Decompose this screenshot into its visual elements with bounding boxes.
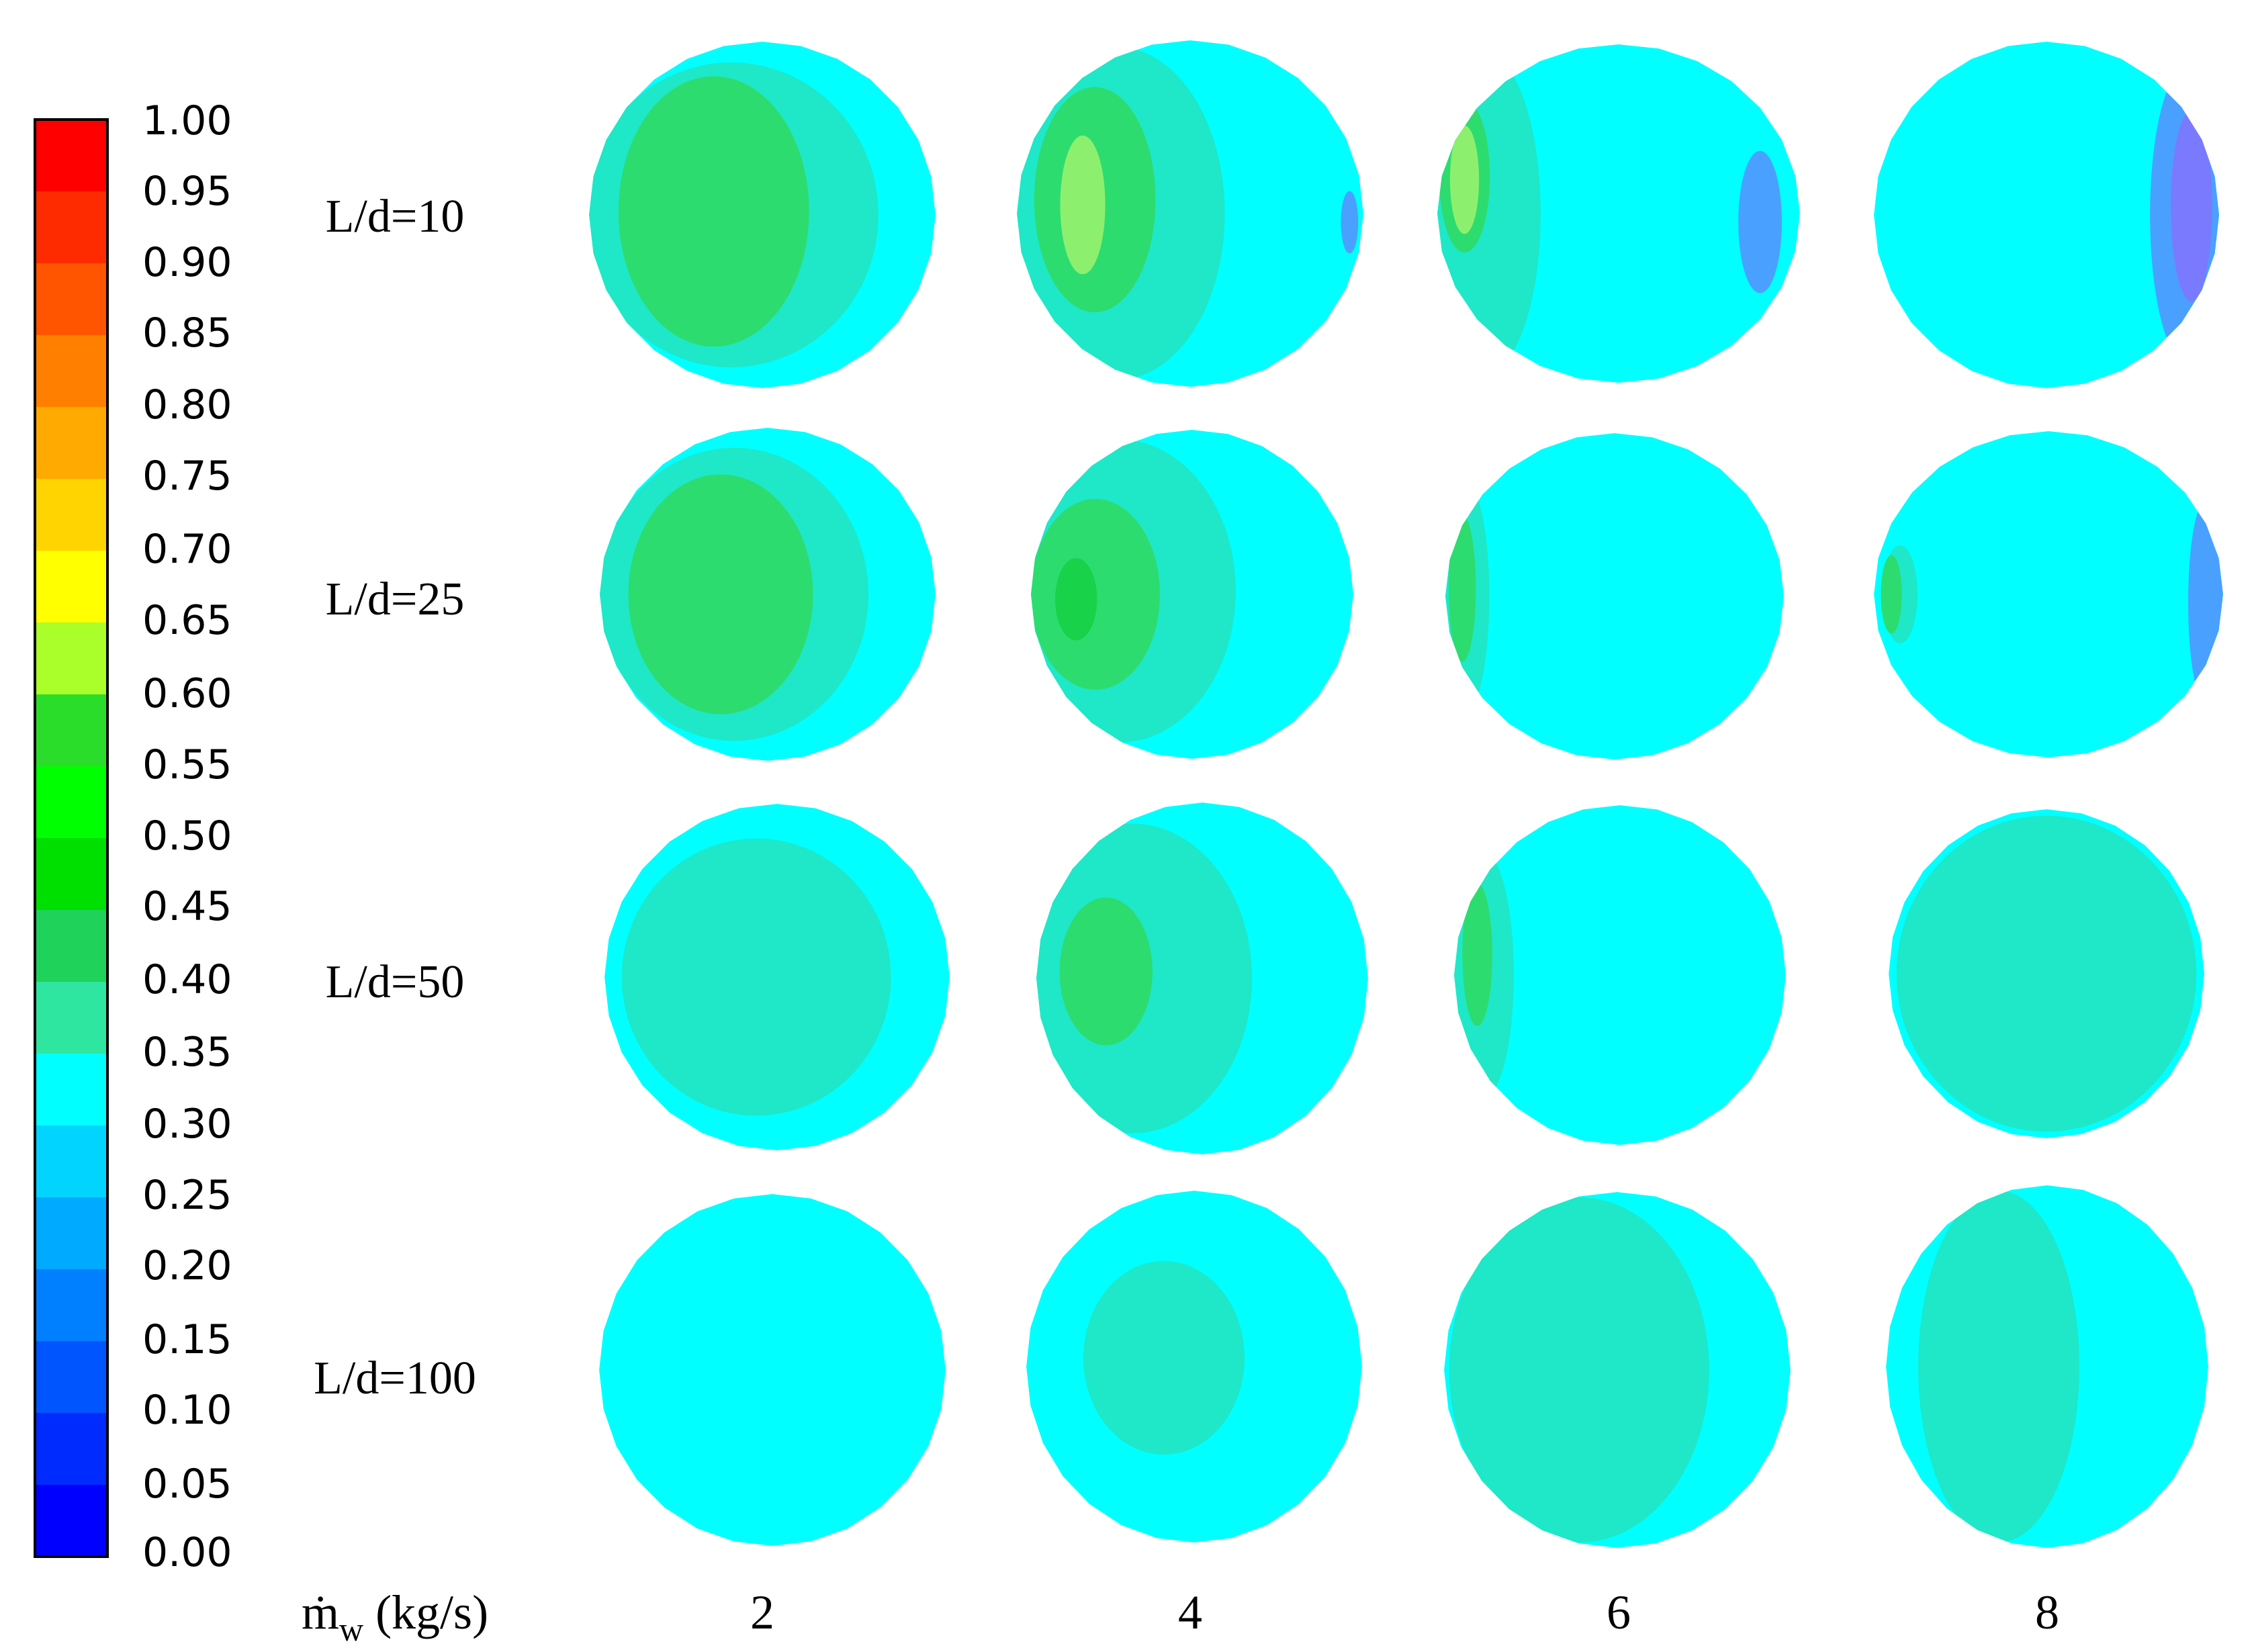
- contour-zone-violet: [2171, 111, 2212, 302]
- contour-cell: [604, 804, 950, 1150]
- row-label: L/d=50: [326, 956, 465, 1008]
- contour-disk: [1445, 433, 1784, 760]
- colorbar-band: [35, 1197, 107, 1270]
- contour-zone-blue: [1738, 150, 1783, 293]
- contour-zone-green: [1449, 514, 1476, 662]
- colorbar-tick-label: 0.80: [142, 381, 232, 428]
- contour-zone-light-green: [1449, 125, 1480, 234]
- x-axis-title: ṁw (kg/s): [302, 1586, 488, 1648]
- colorbar: [34, 118, 109, 1558]
- colorbar-band: [35, 551, 107, 623]
- x-axis-value: 2: [750, 1586, 774, 1639]
- colorbar-band: [35, 120, 107, 192]
- colorbar-tick-label: 0.20: [142, 1242, 232, 1289]
- contour-cell: [1444, 1192, 1791, 1548]
- contour-zone-green: [1881, 555, 1902, 634]
- contour-zone-bright-green: [1055, 558, 1097, 641]
- colorbar-band: [35, 1054, 107, 1126]
- colorbar-band: [35, 335, 107, 408]
- colorbar-tick-label: 0.00: [142, 1529, 232, 1576]
- colorbar-tick-label: 0.60: [142, 670, 232, 717]
- colorbar-tick-label: 0.55: [142, 741, 232, 788]
- colorbar-tick-label: 0.35: [142, 1029, 232, 1076]
- x-axis-value: 6: [1607, 1586, 1631, 1639]
- row-label: L/d=10: [326, 191, 465, 242]
- colorbar-tick-label: 0.05: [142, 1461, 232, 1508]
- contour-zone-teal: [621, 838, 891, 1116]
- colorbar-frame: [34, 118, 109, 1558]
- contour-cells: [589, 40, 2223, 1548]
- contour-zone-green: [618, 76, 809, 347]
- contour-disk: [1454, 805, 1786, 1145]
- contour-zone-green: [1059, 897, 1153, 1046]
- contour-cell: [1454, 805, 1786, 1145]
- row-label: L/d=25: [326, 573, 465, 625]
- contour-zone-teal: [1083, 1260, 1245, 1455]
- contour-cell: [599, 1194, 946, 1546]
- contour-cell: [1874, 431, 2223, 758]
- colorbar-tick-label: 0.65: [142, 597, 232, 644]
- colorbar-tick-label: 0.40: [142, 956, 232, 1003]
- colorbar-band: [35, 479, 107, 551]
- colorbar-tick-label: 0.70: [142, 526, 232, 573]
- colorbar-band: [35, 1126, 107, 1198]
- colorbar-band: [35, 910, 107, 982]
- colorbar-tick-label: 0.85: [142, 310, 232, 357]
- contour-cell: [1036, 802, 1368, 1154]
- contour-disk: [1874, 42, 2219, 388]
- x-axis-value: 8: [2035, 1586, 2059, 1639]
- contour-zone-light-green: [1060, 135, 1106, 275]
- colorbar-tick-label: 0.10: [142, 1387, 232, 1434]
- x-axis-title-unit: (kg/s): [363, 1586, 488, 1639]
- x-axis-labels: ṁw (kg/s) 2 4 6 8: [302, 1586, 2059, 1648]
- colorbar-band: [35, 1269, 107, 1342]
- contour-cell: [600, 428, 936, 761]
- colorbar-band: [35, 1413, 107, 1485]
- colorbar-tick-label: 1.00: [142, 97, 232, 144]
- contour-cell: [1886, 1185, 2208, 1548]
- contour-cell: [1889, 809, 2204, 1138]
- contour-zone-teal: [1896, 815, 2197, 1132]
- colorbar-band: [35, 1485, 107, 1557]
- row-labels: L/d=10 L/d=25 L/d=50 L/d=100: [314, 191, 476, 1404]
- colorbar-tick-label: 0.95: [142, 168, 232, 215]
- contour-zone-teal: [1449, 1197, 1709, 1543]
- contour-zone-green: [628, 474, 813, 715]
- contour-cell: [1026, 1191, 1362, 1543]
- colorbar-tick-label: 0.75: [142, 453, 232, 500]
- colorbar-tick-label: 0.90: [142, 239, 232, 286]
- contour-disk: [1874, 431, 2223, 758]
- x-axis-title-main: ṁ: [302, 1586, 339, 1639]
- colorbar-band: [35, 766, 107, 839]
- contour-cell: [589, 42, 936, 388]
- colorbar-tick-label: 0.50: [142, 813, 232, 860]
- colorbar-band: [35, 623, 107, 695]
- colorbar-tick-label: 0.15: [142, 1316, 232, 1363]
- contour-zone-teal: [1918, 1191, 2079, 1543]
- row-label: L/d=100: [314, 1352, 476, 1404]
- colorbar-band: [35, 982, 107, 1054]
- colorbar-band: [35, 191, 107, 264]
- colorbar-band: [35, 407, 107, 479]
- colorbar-band: [35, 1341, 107, 1414]
- colorbar-tick-label: 0.45: [142, 883, 232, 930]
- x-axis-title-subscript: w: [339, 1610, 363, 1648]
- contour-disk: [599, 1194, 946, 1546]
- x-axis-value: 4: [1178, 1586, 1202, 1639]
- contour-zone-blue: [1341, 191, 1359, 254]
- colorbar-band: [35, 838, 107, 911]
- colorbar-band: [35, 263, 107, 336]
- contour-zone-green: [1462, 883, 1492, 1026]
- contour-cell: [1031, 430, 1353, 759]
- colorbar-tick-labels: 1.00 0.95 0.90 0.85 0.80 0.75 0.70 0.65 0.60 0.55…: [142, 97, 232, 1576]
- colorbar-tick-label: 0.25: [142, 1172, 232, 1219]
- contour-cell: [1017, 40, 1363, 387]
- colorbar-band: [35, 694, 107, 767]
- colorbar-tick-label: 0.30: [142, 1101, 232, 1148]
